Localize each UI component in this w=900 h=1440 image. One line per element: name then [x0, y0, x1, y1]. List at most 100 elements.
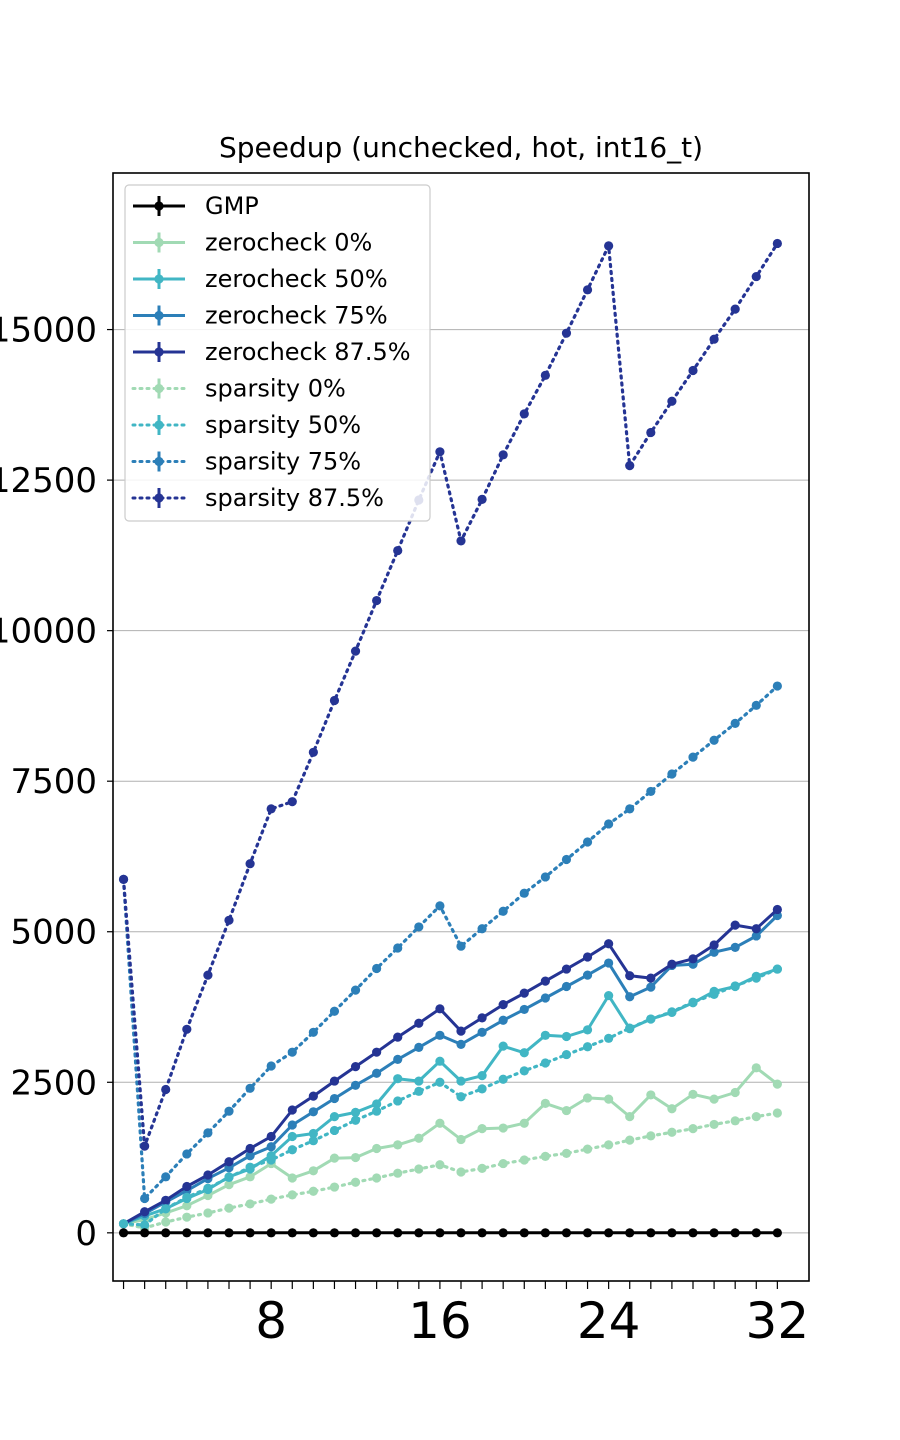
data-point: [203, 1128, 213, 1138]
legend-entry: GMP: [133, 192, 259, 220]
data-point: [161, 1228, 171, 1238]
data-point: [182, 1228, 192, 1238]
data-point: [308, 1186, 318, 1196]
data-point: [266, 1155, 276, 1165]
x-tick-label: 8: [255, 1292, 287, 1350]
data-point: [456, 1039, 466, 1049]
data-point: [709, 735, 719, 745]
y-tick-label: 10000: [0, 612, 97, 652]
data-point: [709, 1119, 719, 1130]
series-sparsity-75: [118, 681, 782, 1204]
data-point: [751, 700, 761, 710]
data-point: [266, 1228, 276, 1238]
data-point: [224, 915, 234, 925]
data-point: [350, 1115, 361, 1125]
data-point: [498, 1074, 508, 1084]
data-point: [287, 1131, 297, 1142]
data-point: [287, 1145, 297, 1155]
x-tick-label: 32: [746, 1292, 810, 1350]
data-point: [456, 1026, 466, 1036]
data-point: [604, 939, 614, 949]
data-point: [329, 1006, 340, 1016]
data-point: [604, 1228, 614, 1238]
legend-label: zerocheck 0%: [205, 229, 372, 257]
data-point: [519, 1004, 529, 1015]
data-point: [498, 1228, 508, 1238]
data-point: [140, 1141, 150, 1151]
data-point: [561, 854, 572, 865]
y-tick-label: 0: [75, 1214, 97, 1254]
data-point: [667, 396, 677, 406]
data-point: [245, 1083, 255, 1093]
legend-marker: [154, 237, 164, 248]
data-point: [182, 1192, 192, 1202]
data-point: [540, 1151, 550, 1161]
data-point: [688, 1089, 698, 1099]
legend-marker: [154, 383, 164, 394]
data-point: [224, 1172, 234, 1183]
legend-label: zerocheck 75%: [205, 302, 388, 330]
legend-marker: [154, 274, 164, 284]
data-point: [477, 1228, 487, 1238]
data-point: [161, 1172, 171, 1182]
data-point: [730, 1116, 740, 1126]
data-point: [604, 1033, 614, 1043]
data-point: [582, 1093, 593, 1103]
data-point: [393, 1228, 403, 1238]
data-point: [329, 1093, 340, 1104]
data-point: [667, 769, 677, 779]
legend-entry: zerocheck 87.5%: [133, 338, 411, 366]
data-point: [456, 1167, 466, 1177]
data-point: [688, 752, 698, 762]
data-point: [350, 1080, 361, 1090]
data-point: [182, 1212, 192, 1222]
data-point: [604, 958, 614, 968]
data-point: [561, 964, 572, 974]
data-point: [772, 681, 782, 691]
data-point: [372, 1068, 382, 1078]
data-point: [140, 1220, 150, 1230]
data-point: [709, 989, 719, 999]
data-point: [772, 238, 782, 249]
data-point: [519, 1048, 529, 1058]
data-point: [287, 1047, 297, 1057]
data-point: [519, 888, 529, 898]
data-point: [393, 943, 403, 953]
data-point: [709, 1094, 719, 1104]
data-point: [456, 1134, 466, 1145]
y-tick-label: 5000: [10, 913, 97, 953]
data-point: [287, 1173, 297, 1183]
data-point: [730, 1228, 740, 1238]
data-point: [456, 941, 466, 951]
data-point: [435, 1004, 445, 1014]
data-point: [730, 304, 740, 314]
data-point: [477, 1124, 487, 1134]
data-point: [561, 1049, 572, 1060]
data-point: [245, 1228, 255, 1238]
legend-entry: sparsity 0%: [131, 375, 346, 403]
y-tick-label: 2500: [10, 1063, 97, 1103]
data-point: [435, 1118, 445, 1128]
data-point: [245, 1199, 255, 1209]
legend-marker: [154, 456, 164, 467]
data-point: [266, 1061, 276, 1071]
data-point: [582, 952, 593, 962]
y-tick-label: 15000: [0, 311, 97, 351]
data-point: [667, 1228, 677, 1238]
legend-label: sparsity 87.5%: [205, 484, 384, 512]
series-zerocheck-0: [118, 1063, 782, 1229]
data-point: [245, 1143, 255, 1154]
data-point: [140, 1207, 150, 1217]
data-point: [393, 1032, 403, 1042]
data-point: [287, 1105, 297, 1115]
data-point: [414, 1018, 424, 1028]
data-point: [561, 1148, 572, 1158]
data-point: [118, 1228, 129, 1238]
data-point: [646, 1090, 656, 1100]
data-point: [625, 1112, 635, 1122]
data-point: [350, 1228, 361, 1238]
legend-label: sparsity 0%: [205, 375, 346, 403]
data-point: [266, 1131, 276, 1142]
data-point: [561, 1228, 572, 1238]
data-point: [751, 1112, 761, 1122]
